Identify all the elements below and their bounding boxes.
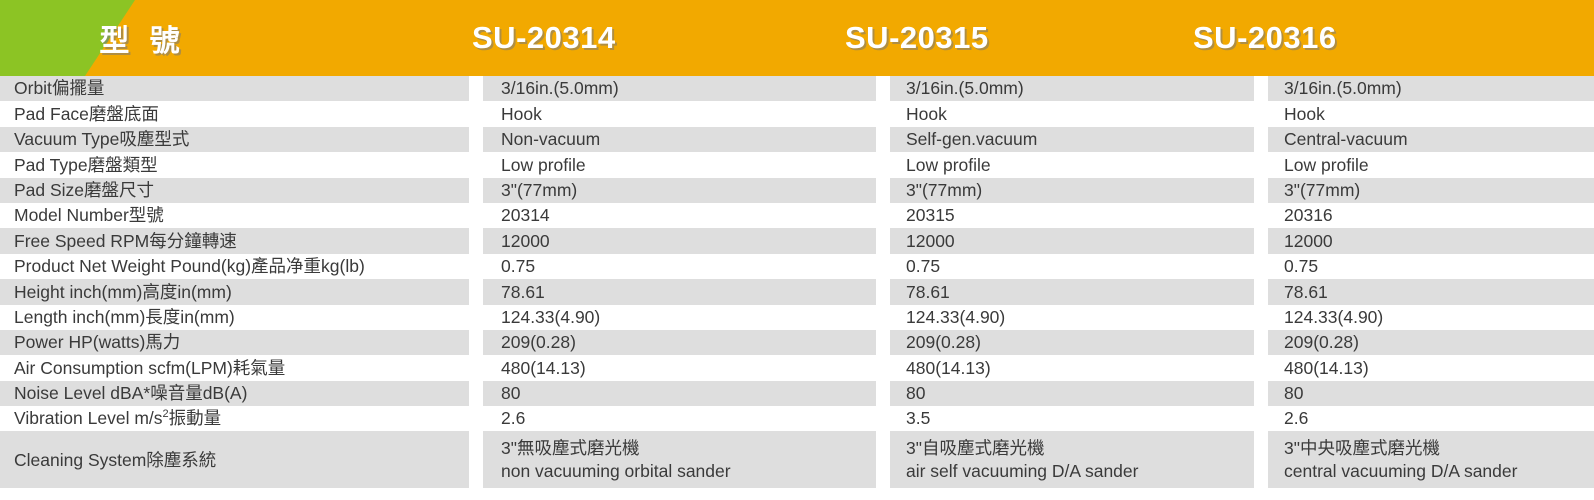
row-label: Pad Face磨盤底面 — [0, 101, 476, 127]
table-row: Pad Size磨盤尺寸 3"(77mm) 3"(77mm) 3"(77mm) — [0, 177, 1594, 203]
cell-su-20316: 78.61 — [1254, 279, 1594, 305]
cell-su-20314: Non-vacuum — [469, 126, 883, 153]
cell-su-20315: Self-gen.vacuum — [876, 126, 1261, 153]
row-label: Power HP(watts)馬力 — [0, 329, 476, 356]
cell-line-english: non vacuuming orbital sander — [501, 460, 731, 481]
header-label-title: 型 號 — [99, 25, 186, 58]
row-label: Vacuum Type吸塵型式 — [0, 126, 476, 153]
cell-su-20316: 3"(77mm) — [1254, 177, 1594, 203]
table-row: Cleaning System除塵系統 3"無吸塵式磨光機 non vacuum… — [0, 431, 1594, 489]
cell-su-20315: Hook — [876, 101, 1261, 127]
cell-su-20314: 12000 — [469, 228, 883, 254]
table-row: Product Net Weight Pound(kg)產品净重kg(lb) 0… — [0, 253, 1594, 280]
specification-table: Orbit偏擺量 3/16in.(5.0mm) 3/16in.(5.0mm) 3… — [0, 76, 1594, 489]
table-row: Orbit偏擺量 3/16in.(5.0mm) 3/16in.(5.0mm) 3… — [0, 76, 1594, 102]
cell-su-20314: 20314 — [469, 202, 883, 229]
cell-su-20316: Central-vacuum — [1254, 126, 1594, 153]
cell-line-chinese: 3"中央吸塵式磨光機 — [1284, 438, 1440, 459]
cell-su-20315: 78.61 — [876, 279, 1261, 305]
cell-line-chinese: 3"自吸塵式磨光機 — [906, 438, 1045, 459]
cell-su-20316: 80 — [1254, 380, 1594, 407]
cell-su-20314: 0.75 — [469, 253, 883, 280]
cell-su-20316: Low profile — [1254, 152, 1594, 178]
table-row: Air Consumption scfm(LPM)耗氣量 480(14.13) … — [0, 355, 1594, 381]
table-row: Noise Level dBA*噪音量dB(A) 80 80 80 — [0, 380, 1594, 407]
cell-su-20315: 3.5 — [876, 406, 1261, 432]
row-label-superscript: 2 — [162, 408, 169, 421]
cell-su-20314: Hook — [469, 101, 883, 127]
cell-su-20316: 2.6 — [1254, 406, 1594, 432]
cell-su-20315: 20315 — [876, 202, 1261, 229]
row-label: Length inch(mm)長度in(mm) — [0, 304, 476, 330]
table-row: Pad Type磨盤類型 Low profile Low profile Low… — [0, 152, 1594, 178]
row-label: Pad Size磨盤尺寸 — [0, 177, 476, 203]
row-label: Vibration Level m/s2振動量 — [0, 406, 476, 432]
cell-su-20314: 3/16in.(5.0mm) — [469, 76, 883, 102]
cell-su-20315: 0.75 — [876, 253, 1261, 280]
cell-su-20315: 124.33(4.90) — [876, 304, 1261, 330]
table-row: Power HP(watts)馬力 209(0.28) 209(0.28) 20… — [0, 329, 1594, 356]
cell-su-20316: 3/16in.(5.0mm) — [1254, 76, 1594, 102]
table-header-band: 型 號 SU-20314 SU-20315 SU-20316 — [0, 0, 1594, 76]
row-label: Product Net Weight Pound(kg)產品净重kg(lb) — [0, 253, 476, 280]
cell-su-20314: 124.33(4.90) — [469, 304, 883, 330]
row-label-suffix: 振動量 — [168, 408, 222, 429]
cell-su-20315: Low profile — [876, 152, 1261, 178]
table-row: Pad Face磨盤底面 Hook Hook Hook — [0, 101, 1594, 127]
header-model-su-20314: SU-20314 — [472, 20, 616, 55]
row-label: Cleaning System除塵系統 — [0, 431, 476, 489]
table-row: Length inch(mm)長度in(mm) 124.33(4.90) 124… — [0, 304, 1594, 330]
row-label: Orbit偏擺量 — [0, 76, 476, 102]
cell-su-20315: 12000 — [876, 228, 1261, 254]
cell-su-20316: 124.33(4.90) — [1254, 304, 1594, 330]
cell-su-20315: 209(0.28) — [876, 329, 1261, 356]
cell-su-20315: 3"(77mm) — [876, 177, 1261, 203]
cell-su-20315: 3/16in.(5.0mm) — [876, 76, 1261, 102]
specification-table-body: Orbit偏擺量 3/16in.(5.0mm) 3/16in.(5.0mm) 3… — [0, 76, 1594, 489]
table-row: Vacuum Type吸塵型式 Non-vacuum Self-gen.vacu… — [0, 126, 1594, 153]
cell-su-20314: 3"無吸塵式磨光機 non vacuuming orbital sander — [469, 431, 883, 489]
row-label: Height inch(mm)高度in(mm) — [0, 279, 476, 305]
header-row: 型 號 SU-20314 SU-20315 SU-20316 — [0, 0, 1594, 76]
row-label: Noise Level dBA*噪音量dB(A) — [0, 380, 476, 407]
cell-su-20316: 20316 — [1254, 202, 1594, 229]
cell-su-20316: 480(14.13) — [1254, 355, 1594, 381]
cell-su-20314: 209(0.28) — [469, 329, 883, 356]
header-model-su-20315: SU-20315 — [845, 20, 989, 55]
cell-line-chinese: 3"無吸塵式磨光機 — [501, 438, 640, 459]
cell-su-20316: 12000 — [1254, 228, 1594, 254]
table-row: Free Speed RPM每分鐘轉速 12000 12000 12000 — [0, 228, 1594, 254]
cell-line-english: central vacuuming D/A sander — [1284, 460, 1518, 481]
row-label: Model Number型號 — [0, 202, 476, 229]
cell-su-20316: 3"中央吸塵式磨光機 central vacuuming D/A sander — [1254, 431, 1594, 489]
header-model-su-20316: SU-20316 — [1193, 20, 1337, 55]
row-label: Free Speed RPM每分鐘轉速 — [0, 228, 476, 254]
cell-su-20314: 78.61 — [469, 279, 883, 305]
cell-su-20314: 80 — [469, 380, 883, 407]
cell-su-20316: 0.75 — [1254, 253, 1594, 280]
cell-su-20314: 480(14.13) — [469, 355, 883, 381]
cell-su-20316: Hook — [1254, 101, 1594, 127]
table-row: Model Number型號 20314 20315 20316 — [0, 202, 1594, 229]
cell-su-20314: Low profile — [469, 152, 883, 178]
cell-su-20314: 2.6 — [469, 406, 883, 432]
cell-su-20315: 480(14.13) — [876, 355, 1261, 381]
row-label: Pad Type磨盤類型 — [0, 152, 476, 178]
row-label: Air Consumption scfm(LPM)耗氣量 — [0, 355, 476, 381]
row-label-prefix: Vibration Level m/s — [14, 408, 163, 429]
cell-line-english: air self vacuuming D/A sander — [906, 460, 1139, 481]
table-row: Height inch(mm)高度in(mm) 78.61 78.61 78.6… — [0, 279, 1594, 305]
table-row: Vibration Level m/s2振動量 2.6 3.5 2.6 — [0, 406, 1594, 432]
cell-su-20315: 3"自吸塵式磨光機 air self vacuuming D/A sander — [876, 431, 1261, 489]
cell-su-20314: 3"(77mm) — [469, 177, 883, 203]
cell-su-20316: 209(0.28) — [1254, 329, 1594, 356]
cell-su-20315: 80 — [876, 380, 1261, 407]
